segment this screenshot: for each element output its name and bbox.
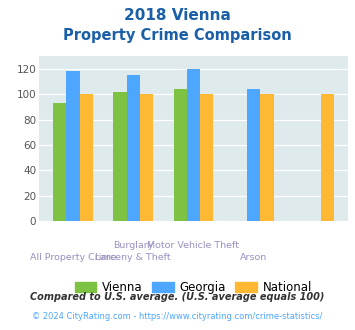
Bar: [200, 94, 213, 221]
Text: Property Crime Comparison: Property Crime Comparison: [63, 28, 292, 43]
Bar: [321, 94, 334, 221]
Bar: [66, 71, 80, 221]
Bar: [140, 94, 153, 221]
Legend: Vienna, Georgia, National: Vienna, Georgia, National: [70, 277, 317, 299]
Bar: [80, 94, 93, 221]
Bar: [127, 75, 140, 221]
Text: Larceny & Theft: Larceny & Theft: [95, 253, 171, 262]
Bar: [260, 94, 274, 221]
Bar: [53, 103, 66, 221]
Bar: [187, 69, 200, 221]
Bar: [174, 89, 187, 221]
Bar: [113, 92, 127, 221]
Text: Arson: Arson: [240, 253, 267, 262]
Bar: [247, 89, 260, 221]
Text: Compared to U.S. average. (U.S. average equals 100): Compared to U.S. average. (U.S. average …: [30, 292, 325, 302]
Text: © 2024 CityRating.com - https://www.cityrating.com/crime-statistics/: © 2024 CityRating.com - https://www.city…: [32, 312, 323, 321]
Text: 2018 Vienna: 2018 Vienna: [124, 8, 231, 23]
Text: All Property Crime: All Property Crime: [30, 253, 116, 262]
Text: Motor Vehicle Theft: Motor Vehicle Theft: [147, 241, 240, 249]
Text: Burglary: Burglary: [113, 241, 153, 249]
